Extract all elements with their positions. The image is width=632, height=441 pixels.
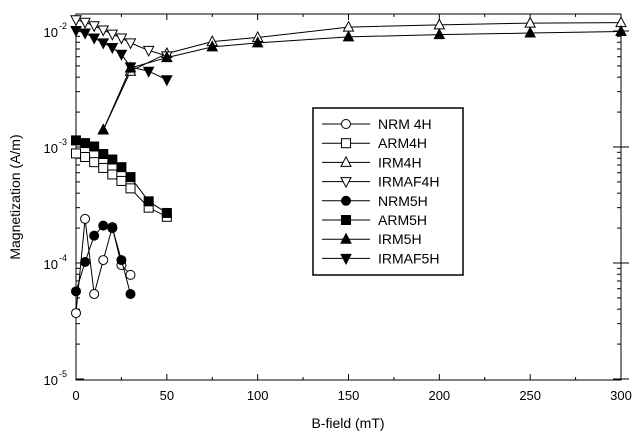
data-point-nrm5h	[116, 255, 127, 266]
legend-marker-arm4h	[341, 138, 351, 149]
data-point-irmaf5h	[70, 25, 82, 38]
data-point-nrm5h	[71, 286, 81, 297]
data-point-nrm-4h	[71, 308, 81, 319]
data-point-nrm5h	[125, 289, 136, 300]
legend-label-nrm5h: NRM5H	[378, 193, 428, 209]
data-point-arm4h	[80, 151, 91, 162]
legend-marker-arm5h	[341, 215, 351, 225]
data-point-irmaf4h	[70, 15, 82, 27]
data-point-arm4h	[116, 175, 127, 186]
legend-label-irmaf5h: IRMAF5H	[378, 250, 439, 266]
legend-marker-irmaf5h	[340, 253, 352, 265]
legend-label-irm5h: IRM5H	[378, 231, 422, 247]
data-point-irm5h	[342, 30, 355, 42]
x-tick-label: 250	[519, 388, 541, 403]
data-point-arm4h	[107, 169, 118, 180]
data-point-irmaf4h	[142, 45, 155, 58]
legend-label-nrm-4h: NRM 4H	[378, 116, 432, 132]
data-point-nrm5h	[80, 257, 91, 268]
data-point-nrm5h	[98, 220, 109, 231]
legend-marker-nrm5h	[341, 195, 351, 206]
data-point-irmaf5h	[88, 33, 100, 45]
data-point-irmaf5h	[79, 28, 91, 40]
data-point-arm5h	[98, 149, 109, 160]
data-point-arm5h	[161, 207, 172, 218]
data-point-nrm-4h	[89, 289, 100, 300]
data-point-irm5h	[524, 26, 536, 38]
data-point-irmaf5h	[124, 62, 137, 74]
data-series	[70, 15, 627, 319]
y-axis-title: Magnetization (A/m)	[7, 134, 23, 259]
y-tick-label: 10	[44, 141, 58, 156]
data-point-irmaf5h	[106, 43, 119, 55]
x-tick-label: 0	[72, 388, 79, 403]
x-tick-label: 100	[247, 388, 269, 403]
legend-label-arm4h: ARM4H	[378, 135, 427, 151]
x-axis-title: B-field (mT)	[311, 415, 384, 431]
y-tick-exponent: -3	[59, 137, 67, 147]
data-point-nrm5h	[107, 223, 118, 234]
legend-marker-irm4h	[340, 155, 352, 167]
data-point-arm5h	[80, 138, 91, 149]
data-point-irm5h	[433, 28, 446, 40]
data-point-irmaf4h	[115, 33, 128, 45]
x-tick-label: 50	[160, 388, 174, 403]
data-point-arm5h	[89, 141, 100, 152]
legend: NRM 4H ARM4H IRM4H IRMAF4H NRM5H ARM5H IRM5H IR…	[312, 107, 464, 276]
data-point-arm5h	[116, 162, 127, 173]
y-tick-label: 10	[44, 373, 58, 388]
data-point-irmaf5h	[97, 38, 110, 50]
y-tick-exponent: -2	[59, 21, 67, 31]
legend-label-irmaf4h: IRMAF4H	[378, 174, 439, 190]
y-tick-label: 10	[44, 25, 58, 40]
x-tick-label: 150	[338, 388, 360, 403]
data-point-irm5h	[97, 123, 110, 135]
data-point-irmaf4h	[79, 17, 91, 29]
data-point-irm5h	[206, 40, 219, 52]
data-point-irm5h	[161, 51, 173, 63]
data-point-arm4h	[71, 148, 81, 159]
legend-label-irm4h: IRM4H	[378, 154, 422, 170]
data-point-irmaf5h	[161, 75, 173, 87]
legend-label-arm5h: ARM5H	[378, 212, 427, 228]
data-point-irmaf5h	[142, 66, 155, 78]
data-point-arm4h	[89, 157, 100, 168]
data-point-irm5h	[615, 24, 627, 37]
series-irmaf5h	[70, 25, 173, 87]
data-point-arm5h	[143, 196, 154, 207]
legend-marker-irmaf4h	[340, 177, 352, 189]
data-point-arm4h	[125, 183, 136, 194]
y-tick-exponent: -4	[59, 253, 67, 263]
data-point-irmaf4h	[124, 38, 137, 50]
y-tick-exponent: -5	[59, 369, 67, 379]
legend-box	[312, 107, 464, 276]
data-point-nrm-4h	[98, 255, 109, 266]
data-point-arm5h	[107, 154, 118, 165]
series-nrm5h	[71, 220, 136, 300]
y-tick-label: 10	[44, 257, 58, 272]
legend-marker-irm5h	[340, 232, 352, 244]
data-point-irm5h	[251, 36, 264, 48]
data-point-irmaf4h	[106, 29, 119, 41]
data-point-nrm-4h	[80, 213, 91, 224]
x-tick-label: 200	[428, 388, 450, 403]
data-point-arm5h	[125, 172, 136, 183]
x-tick-label: 300	[610, 388, 632, 403]
legend-marker-nrm-4h	[341, 119, 351, 129]
series-irmaf4h	[70, 15, 173, 63]
data-point-irmaf4h	[88, 21, 100, 33]
data-point-arm4h	[98, 162, 109, 173]
series-arm5h	[71, 135, 172, 218]
data-point-arm5h	[71, 135, 81, 146]
data-point-nrm-4h	[125, 269, 136, 280]
data-point-irmaf5h	[115, 49, 128, 61]
data-point-irmaf4h	[97, 25, 110, 37]
data-point-nrm5h	[89, 230, 100, 241]
